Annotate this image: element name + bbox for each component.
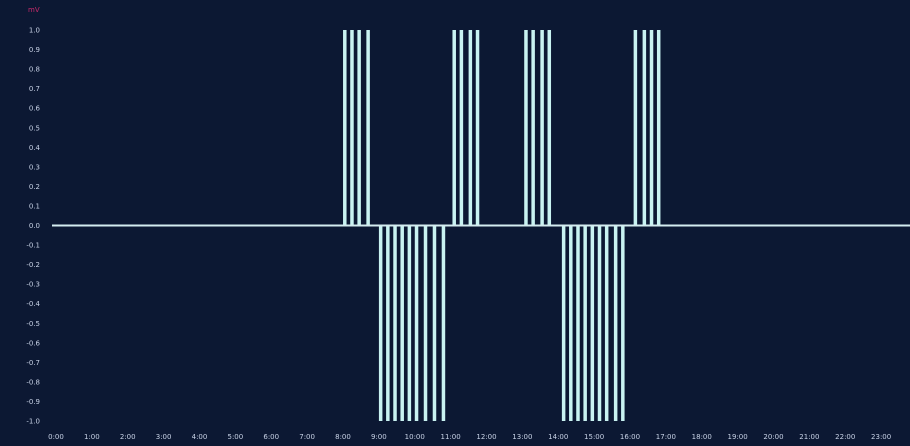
bar (432, 225, 437, 421)
x-tick-label: 17:00 (656, 433, 676, 441)
x-tick-label: 6:00 (263, 433, 279, 441)
x-tick-label: 13:00 (512, 433, 532, 441)
bar (407, 225, 412, 421)
bar (414, 225, 419, 421)
bar (613, 225, 618, 421)
x-tick-label: 7:00 (299, 433, 315, 441)
y-tick-label: 0.3 (29, 163, 40, 171)
bar (350, 30, 354, 226)
bar (459, 30, 464, 226)
x-tick-label: 15:00 (584, 433, 604, 441)
x-tick-label: 8:00 (335, 433, 351, 441)
bar (649, 30, 654, 226)
y-tick-label: 0.0 (29, 222, 40, 230)
bar (475, 30, 480, 226)
y-tick-label: -0.9 (26, 398, 40, 406)
y-tick-label: 0.7 (29, 85, 40, 93)
bar (452, 30, 456, 226)
x-tick-label: 21:00 (799, 433, 819, 441)
y-tick-label: 1.0 (29, 27, 40, 35)
y-tick-label: 0.9 (29, 46, 40, 54)
bar (423, 225, 428, 421)
bar (583, 225, 587, 421)
x-tick-label: 18:00 (692, 433, 712, 441)
y-tick-label: 0.4 (29, 144, 41, 152)
x-tick-label: 19:00 (728, 433, 748, 441)
x-tick-label: 10:00 (405, 433, 425, 441)
bar (576, 225, 580, 421)
x-tick-label: 2:00 (120, 433, 136, 441)
bar (561, 225, 566, 421)
y-tick-label: -0.3 (26, 281, 40, 289)
x-axis-ticks: 0:00 1:00 2:00 3:00 4:00 5:00 6:00 7:00 8:00 9:00… (48, 433, 891, 441)
bar (633, 30, 638, 226)
bar (531, 30, 535, 226)
y-tick-label: -0.8 (26, 378, 40, 386)
x-tick-label: 20:00 (763, 433, 783, 441)
bar (366, 30, 370, 226)
bar-series (343, 30, 661, 421)
x-tick-label: 12:00 (476, 433, 496, 441)
x-tick-label: 14:00 (548, 433, 568, 441)
x-tick-label: 16:00 (620, 433, 640, 441)
y-tick-label: 0.8 (29, 66, 40, 74)
x-tick-label: 3:00 (156, 433, 172, 441)
bar (343, 30, 347, 226)
bar (569, 225, 573, 421)
bar (386, 225, 390, 421)
bar (524, 30, 528, 226)
x-tick-label: 23:00 (871, 433, 891, 441)
bar (441, 225, 446, 421)
bar (540, 30, 544, 226)
y-tick-label: -0.1 (26, 242, 40, 250)
y-tick-label: -0.2 (26, 261, 40, 269)
bar (378, 225, 383, 421)
y-tick-label: 0.5 (29, 124, 40, 132)
y-tick-label: -0.5 (26, 320, 40, 328)
bar (468, 30, 473, 226)
x-tick-label: 11:00 (441, 433, 461, 441)
x-tick-label: 5:00 (228, 433, 244, 441)
y-tick-label: -1.0 (26, 418, 40, 426)
y-tick-label: 0.2 (29, 183, 40, 191)
bar (621, 225, 625, 421)
bar (547, 30, 552, 226)
bar (400, 225, 404, 421)
bar (597, 225, 602, 421)
y-tick-label: -0.6 (26, 339, 40, 347)
y-tick-label: -0.4 (26, 300, 40, 308)
bar (393, 225, 397, 421)
y-tick-label: -0.7 (26, 359, 40, 367)
bar (642, 30, 647, 226)
bar (357, 30, 361, 226)
x-tick-label: 9:00 (371, 433, 387, 441)
bar (656, 30, 661, 226)
bar (604, 225, 609, 421)
y-tick-label: 0.1 (29, 202, 40, 210)
y-axis-ticks: 1.0 0.9 0.8 0.7 0.6 0.5 0.4 0.3 0.2 0.1 0.0 -0.1 -0.… (26, 27, 40, 426)
y-tick-label: 0.6 (29, 105, 41, 113)
x-tick-label: 4:00 (192, 433, 208, 441)
bar (590, 225, 595, 421)
x-tick-label: 1:00 (84, 433, 100, 441)
x-tick-label: 22:00 (835, 433, 855, 441)
x-tick-label: 0:00 (48, 433, 64, 441)
y-unit-label: mV (28, 6, 40, 14)
